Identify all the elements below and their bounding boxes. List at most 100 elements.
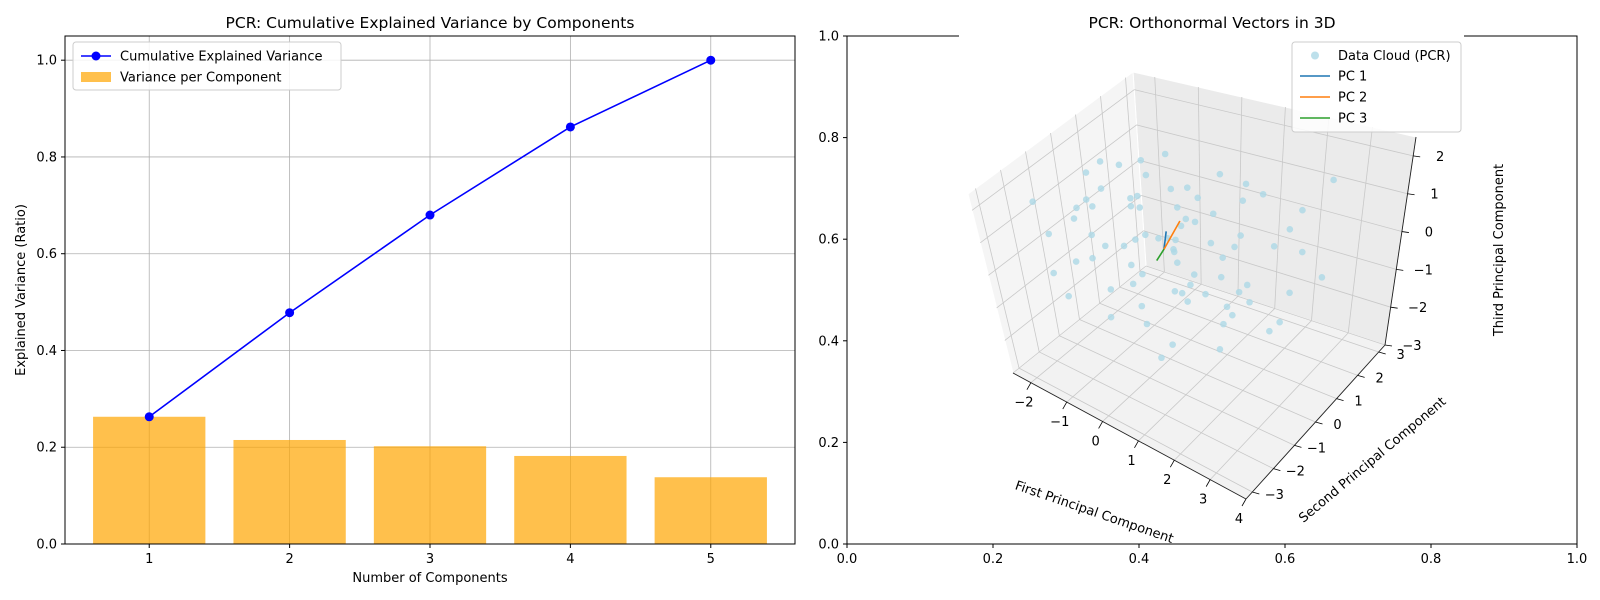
variance-y-ticks: 0.0 0.2 0.4 0.6 0.8 1.0 bbox=[36, 54, 65, 553]
grid-y-side bbox=[1050, 132, 1080, 320]
data-point bbox=[1243, 281, 1251, 289]
z-tick-label-3d: −2 bbox=[1408, 301, 1427, 316]
x-tick-label-3d: 2 bbox=[1163, 473, 1171, 488]
data-point bbox=[1177, 222, 1185, 230]
data-point bbox=[1231, 243, 1238, 251]
pcr-3d-legend: Data Cloud (PCR) PC 1 PC 2 PC 3 bbox=[1291, 41, 1462, 133]
data-point bbox=[1072, 258, 1080, 265]
data-point bbox=[1330, 176, 1337, 184]
legend-label-data-cloud: Data Cloud (PCR) bbox=[1338, 49, 1451, 64]
data-point bbox=[1073, 204, 1080, 212]
data-point bbox=[1142, 171, 1150, 179]
cumulative-line bbox=[144, 55, 716, 422]
cumulative-point bbox=[144, 412, 154, 422]
grid-x-back bbox=[1347, 126, 1373, 333]
data-point bbox=[1182, 215, 1190, 223]
variance-legend: Cumulative Explained Variance Variance p… bbox=[72, 41, 342, 91]
x-tick-mark-3d bbox=[1241, 498, 1247, 507]
cumulative-point bbox=[285, 308, 295, 318]
cumulative-point bbox=[565, 122, 575, 132]
bg-y-tick-label: 0.2 bbox=[818, 436, 839, 451]
data-point bbox=[1235, 288, 1243, 296]
data-point bbox=[1270, 243, 1278, 250]
z-tick-mark-3d bbox=[1390, 306, 1398, 309]
data-point bbox=[1089, 254, 1096, 262]
data-point bbox=[1088, 231, 1095, 239]
data-point bbox=[1129, 280, 1137, 288]
variance-x-label: Number of Components bbox=[352, 571, 507, 586]
pc-vectors bbox=[1156, 220, 1181, 261]
legend-label-pc3: PC 3 bbox=[1338, 112, 1367, 127]
y-tick-mark-3d bbox=[1357, 374, 1365, 378]
data-point bbox=[1259, 190, 1267, 198]
data-point bbox=[1207, 239, 1215, 247]
grid-z-back bbox=[1141, 195, 1397, 270]
y-tick-label-3d: −3 bbox=[1265, 488, 1284, 503]
data-point bbox=[1089, 203, 1096, 210]
data-point bbox=[1242, 180, 1250, 188]
grid-z-side bbox=[980, 124, 1137, 244]
z-tick-label-3d: 1 bbox=[1430, 188, 1438, 203]
x-tick-label: 3 bbox=[426, 552, 434, 567]
data-point bbox=[1184, 298, 1191, 305]
variance-bar bbox=[373, 446, 487, 544]
data-point bbox=[1082, 196, 1090, 203]
data-point bbox=[1219, 254, 1226, 262]
data-point bbox=[1136, 204, 1144, 211]
data-point bbox=[1102, 242, 1109, 250]
data-point bbox=[1169, 341, 1176, 348]
y-tick-mark-3d bbox=[1294, 444, 1302, 448]
cumulative-point bbox=[706, 55, 716, 65]
data-point bbox=[1143, 320, 1151, 328]
pc-vector-line bbox=[1163, 220, 1181, 250]
bg-x-tick-label: 0.2 bbox=[983, 552, 1004, 567]
y-tick-label: 0.8 bbox=[36, 150, 57, 165]
variance-legend-box bbox=[72, 41, 342, 91]
data-point bbox=[1217, 273, 1225, 281]
grid-z-back bbox=[1136, 124, 1408, 195]
grid-x-back bbox=[1274, 106, 1286, 309]
data-point bbox=[1070, 215, 1078, 222]
grid-y-floor bbox=[1119, 286, 1358, 376]
data-point bbox=[1223, 303, 1231, 311]
data-point bbox=[1107, 313, 1115, 321]
variance-bars bbox=[93, 416, 767, 544]
y-tick-label: 0.2 bbox=[36, 441, 57, 456]
data-point bbox=[1276, 318, 1283, 326]
z-tick-mark-3d bbox=[1396, 268, 1404, 271]
x-tick-label-3d: −1 bbox=[1050, 415, 1069, 430]
data-point bbox=[1107, 286, 1115, 293]
bg-y-tick-label: 1.0 bbox=[818, 30, 839, 45]
legend-swatch-data-cloud bbox=[1311, 51, 1319, 60]
x-tick-mark-3d bbox=[1098, 421, 1103, 429]
data-point bbox=[1158, 354, 1165, 362]
z-tick-label-3d: −1 bbox=[1414, 263, 1433, 278]
y-tick-label: 0.6 bbox=[36, 247, 57, 262]
data-point bbox=[1239, 197, 1247, 204]
z-tick-mark-3d bbox=[1401, 231, 1409, 233]
grid-x-back bbox=[1154, 76, 1165, 273]
grid-y-floor bbox=[1059, 335, 1295, 446]
y-tick-label-3d: 1 bbox=[1354, 395, 1362, 410]
bg-y-tick-label: 0.0 bbox=[818, 538, 839, 553]
y-tick-label-3d: −2 bbox=[1286, 465, 1305, 480]
data-point bbox=[1174, 259, 1181, 266]
x-tick-mark-3d bbox=[1134, 440, 1139, 449]
x-tick-label: 2 bbox=[285, 552, 293, 567]
bg-x-tick-label: 0.8 bbox=[1421, 552, 1442, 567]
y-tick-label: 1.0 bbox=[36, 54, 57, 69]
x-tick-label-3d: 4 bbox=[1235, 512, 1243, 527]
x-tick-label: 5 bbox=[707, 552, 715, 567]
variance-x-ticks: 1 2 3 4 5 bbox=[145, 544, 715, 567]
pcr-3d-chart: PCR: Orthonormal Vectors in 3D 0.0 0.2 0.4… bbox=[818, 14, 1587, 567]
data-point bbox=[1097, 185, 1105, 192]
bg-x-tick-label: 0.6 bbox=[1275, 552, 1296, 567]
pc-vector-line bbox=[1163, 231, 1167, 250]
data-point bbox=[1115, 161, 1123, 169]
grid-z-side bbox=[988, 159, 1140, 276]
bg-x-tick-label: 0.0 bbox=[837, 552, 858, 567]
data-point bbox=[1142, 231, 1149, 239]
z-axis-edge bbox=[1384, 136, 1417, 346]
grid-z-back bbox=[1138, 159, 1403, 232]
